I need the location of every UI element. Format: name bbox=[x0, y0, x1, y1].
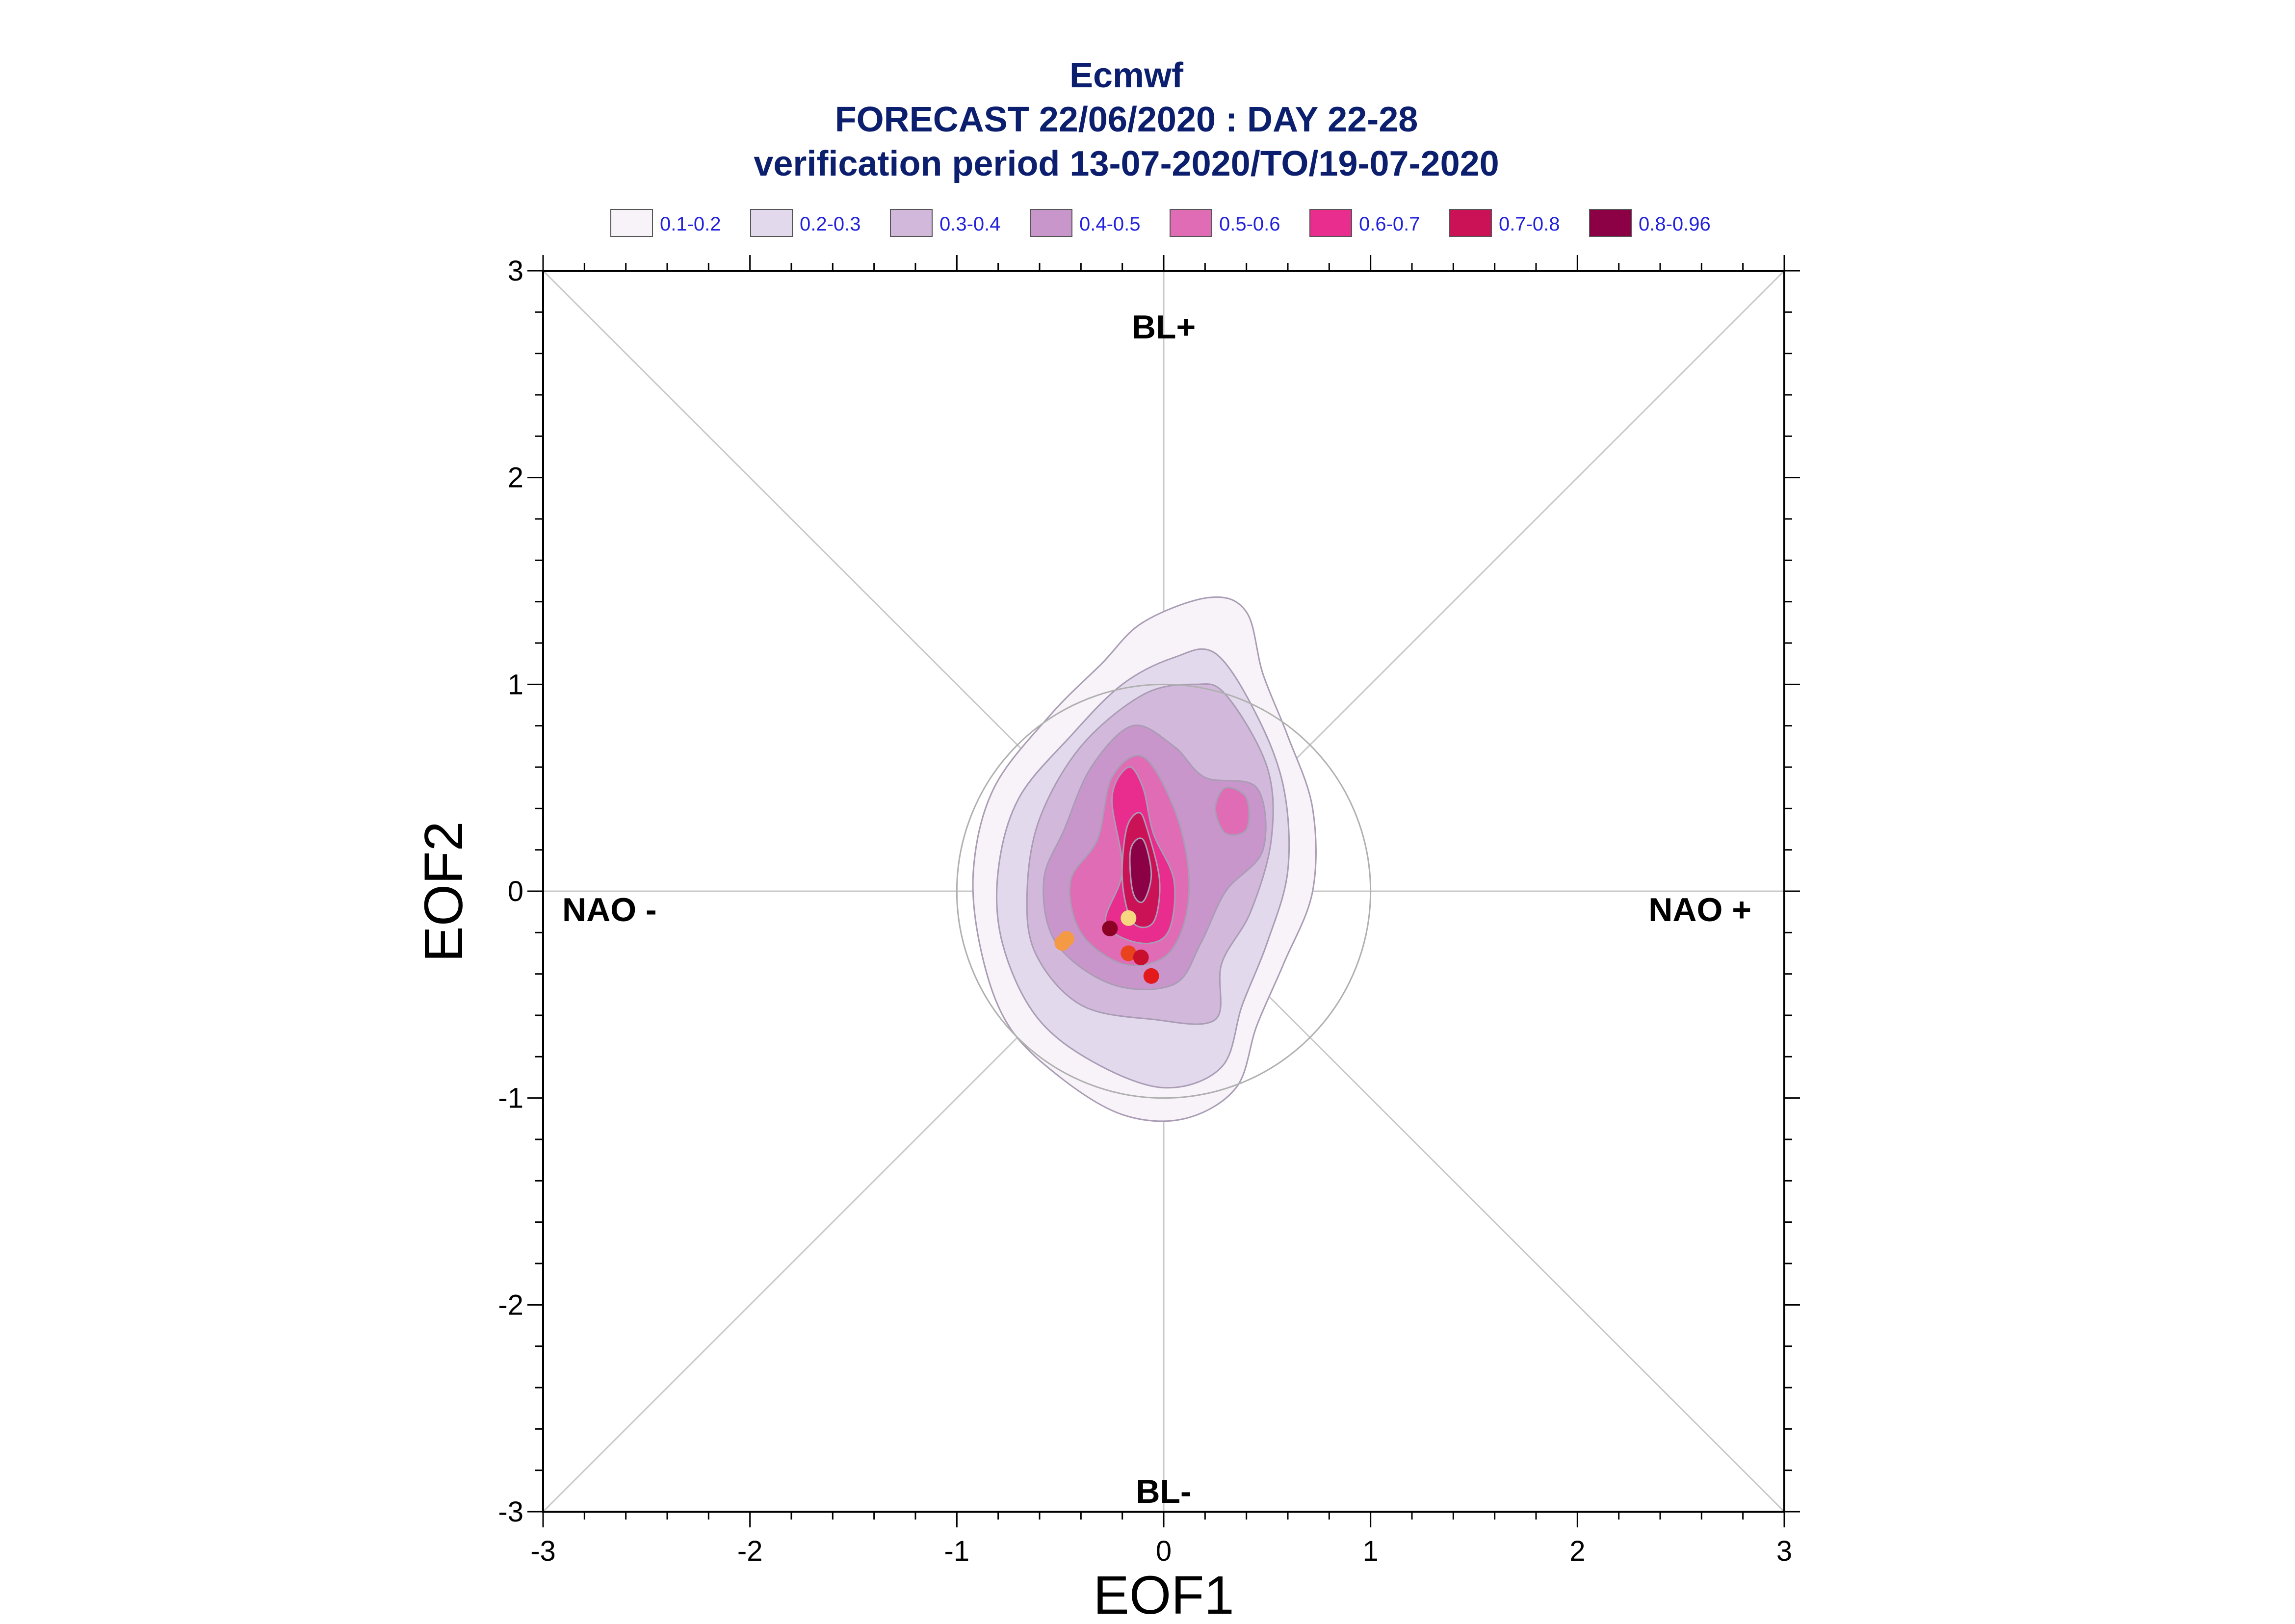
chart-title: Ecmwf FORECAST 22/06/2020 : DAY 22-28 ve… bbox=[754, 56, 1499, 183]
y-tick-label: 3 bbox=[508, 255, 523, 287]
y-tick-label: 1 bbox=[508, 669, 523, 700]
y-tick-label: -1 bbox=[498, 1083, 523, 1114]
scatter-point bbox=[1102, 920, 1118, 936]
axes: -3 -2 -1 0 1 2 3 -3 -2 -1 0 1 2 3 bbox=[498, 255, 1800, 1567]
x-tick-label: -1 bbox=[944, 1535, 970, 1567]
legend-swatch bbox=[1170, 209, 1212, 237]
regime-label-bl-plus: BL+ bbox=[1132, 309, 1196, 346]
y-tick-label: 2 bbox=[508, 462, 523, 494]
legend-swatch bbox=[1589, 209, 1632, 237]
legend-swatch bbox=[1030, 209, 1072, 237]
title-line-2: FORECAST 22/06/2020 : DAY 22-28 bbox=[835, 100, 1418, 139]
legend-label: 0.4-0.5 bbox=[1079, 213, 1141, 235]
scatter-point bbox=[1121, 910, 1137, 926]
legend-label: 0.1-0.2 bbox=[660, 213, 721, 235]
legend-swatch bbox=[1309, 209, 1352, 237]
regime-label-bl-minus: BL- bbox=[1136, 1473, 1191, 1510]
regime-label-nao-minus: NAO - bbox=[562, 891, 657, 928]
legend: 0.1-0.2 0.2-0.3 0.3-0.4 0.4-0.5 0.5-0.6 0.6-0… bbox=[610, 209, 1711, 237]
contour-region bbox=[1214, 787, 1250, 836]
reference-circle bbox=[956, 683, 1372, 1099]
regime-label-nao-plus: NAO + bbox=[1648, 891, 1751, 928]
y-axis-title: EOF2 bbox=[414, 821, 474, 962]
legend-label: 0.6-0.7 bbox=[1359, 213, 1420, 235]
scatter-point bbox=[1058, 930, 1074, 947]
title-line-1: Ecmwf bbox=[1069, 56, 1184, 95]
scatter-point bbox=[1121, 945, 1137, 961]
legend-swatch bbox=[610, 209, 653, 237]
x-tick-label: 3 bbox=[1776, 1535, 1792, 1567]
x-tick-label: -2 bbox=[737, 1535, 763, 1567]
y-tick-label: -2 bbox=[498, 1289, 523, 1321]
x-axis-title: EOF1 bbox=[1093, 1565, 1234, 1624]
y-tick-label: 0 bbox=[508, 876, 523, 907]
x-tick-label: 2 bbox=[1569, 1535, 1585, 1567]
x-tick-label: 0 bbox=[1156, 1535, 1172, 1567]
y-tick-label: -3 bbox=[498, 1496, 523, 1528]
legend-label: 0.2-0.3 bbox=[800, 213, 861, 235]
scatter-point bbox=[1133, 949, 1149, 965]
legend-label: 0.7-0.8 bbox=[1499, 213, 1560, 235]
title-line-3: verification period 13-07-2020/TO/19-07-… bbox=[754, 144, 1499, 183]
scatter-point bbox=[1143, 968, 1159, 984]
legend-label: 0.8-0.96 bbox=[1639, 213, 1711, 235]
plot-area bbox=[542, 270, 1785, 1513]
x-tick-label: 1 bbox=[1363, 1535, 1379, 1567]
legend-label: 0.5-0.6 bbox=[1219, 213, 1280, 235]
legend-swatch bbox=[750, 209, 793, 237]
legend-swatch bbox=[1449, 209, 1492, 237]
contour-region bbox=[1129, 837, 1152, 903]
legend-label: 0.3-0.4 bbox=[939, 213, 1001, 235]
x-tick-label: -3 bbox=[530, 1535, 556, 1567]
legend-swatch bbox=[890, 209, 933, 237]
